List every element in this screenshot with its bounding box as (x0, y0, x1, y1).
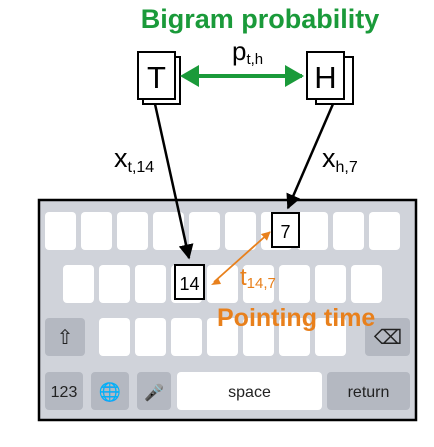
mic-key[interactable] (137, 372, 171, 410)
letter-box-t: T (137, 51, 181, 105)
key-index-7: 7 (271, 212, 300, 248)
key[interactable] (225, 212, 256, 250)
key[interactable] (279, 318, 310, 356)
return-key-label: return (348, 384, 390, 401)
key[interactable] (315, 265, 346, 303)
backspace-icon: ⌫ (374, 327, 402, 349)
globe-icon: 🌐 (99, 381, 121, 402)
key[interactable] (153, 212, 184, 250)
key[interactable] (135, 265, 166, 303)
microphone-icon: 🎤 (144, 383, 164, 402)
key[interactable] (333, 212, 364, 250)
numbers-key-label: 123 (51, 384, 78, 401)
key[interactable] (315, 318, 346, 356)
key[interactable] (45, 212, 76, 250)
space-key[interactable] (177, 372, 322, 410)
key[interactable] (369, 212, 400, 250)
globe-key[interactable] (91, 372, 129, 410)
key-row-4: 123 🌐 🎤 space return (45, 372, 410, 410)
bigram-probability-label: pt,h (232, 36, 263, 68)
arrow-h-to-key-7 (286, 103, 335, 210)
key[interactable] (207, 318, 238, 356)
return-key[interactable] (327, 372, 410, 410)
letter-h: H (314, 60, 336, 95)
key[interactable] (99, 318, 130, 356)
key[interactable] (99, 265, 130, 303)
x-t-14-label: xt,14 (114, 143, 154, 176)
key[interactable] (351, 265, 382, 303)
key[interactable] (189, 212, 220, 250)
key-index-14-label: 14 (179, 274, 199, 294)
key-row-2 (63, 265, 382, 303)
shift-key[interactable] (45, 318, 85, 356)
key[interactable] (117, 212, 148, 250)
key-index-7-label: 7 (280, 222, 290, 242)
space-key-label: space (228, 384, 271, 401)
key[interactable] (279, 265, 310, 303)
key[interactable] (243, 318, 274, 356)
key[interactable] (135, 318, 166, 356)
pointing-time-label: Pointing time (217, 304, 375, 332)
letter-box-h: H (306, 51, 354, 105)
key[interactable] (297, 212, 328, 250)
key-index-14: 14 (174, 264, 205, 300)
backspace-key[interactable] (365, 318, 410, 356)
key-row-3: ⇧ ⌫ (45, 318, 410, 356)
key[interactable] (171, 318, 202, 356)
key[interactable] (63, 265, 94, 303)
t-14-7-label: t14,7 (240, 264, 276, 292)
x-h-7-label: xh,7 (322, 143, 358, 176)
arrow-t-to-key-14 (153, 103, 194, 260)
key[interactable] (207, 265, 238, 303)
shift-icon: ⇧ (57, 327, 74, 349)
pointing-time-arrow (213, 231, 271, 283)
letter-t: T (147, 60, 166, 95)
key[interactable] (243, 265, 274, 303)
diagram-title: Bigram probability (141, 4, 380, 34)
numbers-key[interactable] (45, 372, 83, 410)
key[interactable] (81, 212, 112, 250)
bigram-double-arrow (180, 65, 304, 87)
